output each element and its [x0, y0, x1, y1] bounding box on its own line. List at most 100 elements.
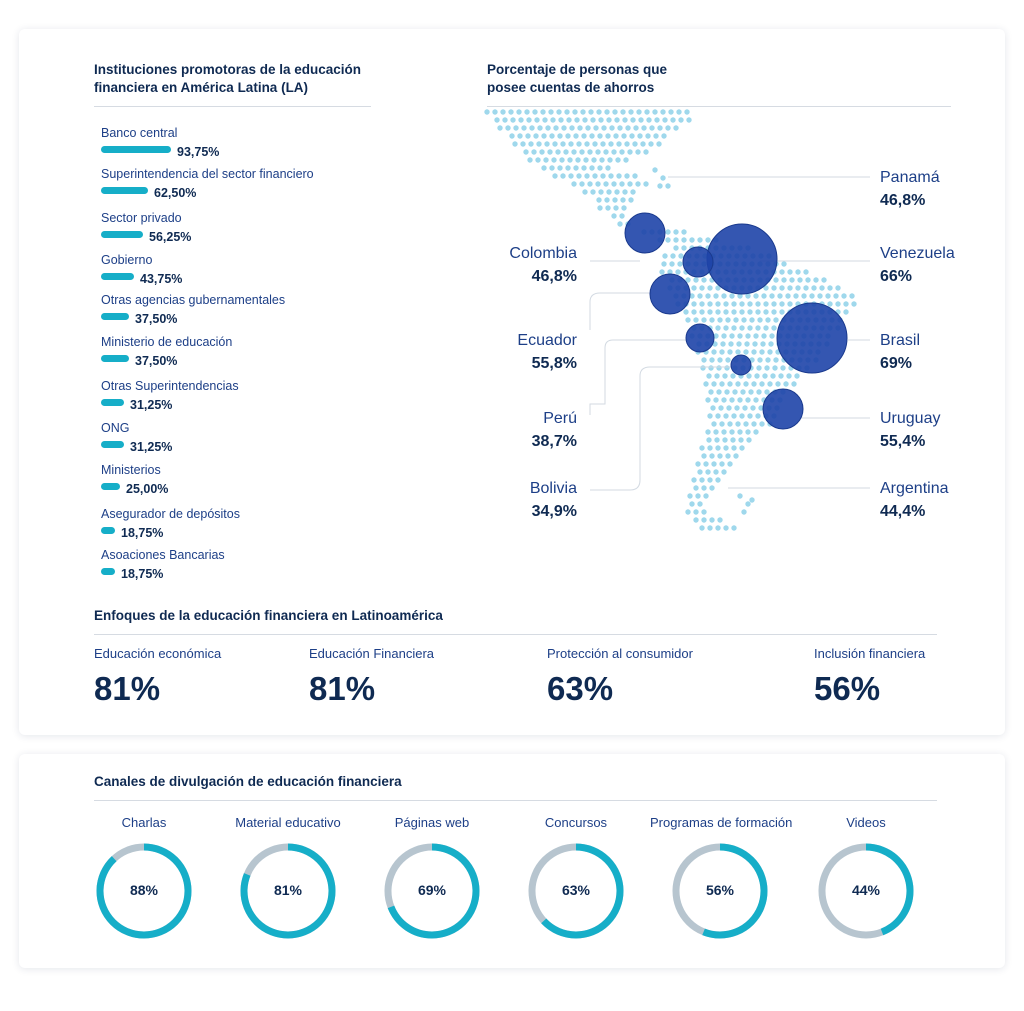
map-dot [701, 485, 707, 491]
map-dot [512, 141, 518, 147]
map-dot [821, 277, 827, 283]
map-dot [773, 357, 779, 363]
map-dot [657, 125, 663, 131]
channel-ring [528, 843, 624, 939]
map-dot [635, 181, 641, 187]
channels-divider [94, 800, 937, 801]
map-dot [734, 405, 740, 411]
map-dot [638, 117, 644, 123]
map-dot [549, 133, 555, 139]
approach-label: Educación Financiera [309, 646, 435, 661]
map-dot [742, 405, 748, 411]
map-dot [576, 173, 582, 179]
map-dot [780, 365, 786, 371]
map-dot [769, 293, 775, 299]
map-dot [632, 173, 638, 179]
map-dot [613, 133, 619, 139]
map-dot [768, 341, 774, 347]
map-dot [729, 293, 735, 299]
map-dot [582, 189, 588, 195]
map-dot [559, 157, 565, 163]
map-dot [819, 285, 825, 291]
map-dot [508, 109, 514, 115]
map-dot [715, 477, 721, 483]
map-dot [767, 349, 773, 355]
map-dot [545, 125, 551, 131]
map-dot [731, 525, 737, 531]
map-dot [735, 349, 741, 355]
map-dot [717, 453, 723, 459]
map-dot [711, 381, 717, 387]
map-dot [705, 293, 711, 299]
ring-progress [818, 843, 914, 939]
map-dot [543, 157, 549, 163]
map-dot [584, 173, 590, 179]
map-dot [598, 189, 604, 195]
map-dot [670, 117, 676, 123]
channel-ring [96, 843, 192, 939]
map-dot [741, 509, 747, 515]
map-dot [760, 341, 766, 347]
map-dot [665, 229, 671, 235]
institution-value: 31,25% [130, 440, 173, 454]
map-dot [835, 285, 841, 291]
map-dot [691, 301, 697, 307]
map-dot [781, 261, 787, 267]
map-dot [552, 173, 558, 179]
map-dot [574, 117, 580, 123]
map-dot [606, 117, 612, 123]
map-dot [587, 149, 593, 155]
map-dot [699, 285, 705, 291]
map-dot [687, 493, 693, 499]
map-dot [528, 141, 534, 147]
map-dot [699, 445, 705, 451]
map-dot [701, 453, 707, 459]
map-dot [757, 317, 763, 323]
map-dot [779, 301, 785, 307]
map-dot [691, 285, 697, 291]
map-dot [693, 317, 699, 323]
map-dot [797, 277, 803, 283]
map-dot [735, 381, 741, 387]
map-dot [523, 149, 529, 155]
map-dot [635, 149, 641, 155]
map-dot [707, 413, 713, 419]
map-dot [533, 133, 539, 139]
map-dot [565, 133, 571, 139]
institution-value: 93,75% [177, 145, 220, 159]
map-dot [851, 301, 857, 307]
map-dot [752, 341, 758, 347]
map-dot [775, 381, 781, 387]
map-dot [717, 517, 723, 523]
map-dot [561, 125, 567, 131]
map-dot [785, 293, 791, 299]
map-dot [689, 501, 695, 507]
map-dot [614, 189, 620, 195]
map-dot [673, 245, 679, 251]
map-dot [739, 301, 745, 307]
map-dot [569, 125, 575, 131]
map-dot [718, 405, 724, 411]
map-dot [592, 141, 598, 147]
institution-label: Banco central [101, 126, 178, 140]
map-dot [567, 157, 573, 163]
country-bubble [730, 354, 752, 376]
map-dot [534, 117, 540, 123]
map-dot [685, 509, 691, 515]
map-dot [675, 269, 681, 275]
institution-bar [101, 231, 143, 238]
channel-ring [384, 843, 480, 939]
map-dot [701, 357, 707, 363]
map-dot [789, 277, 795, 283]
map-dot [763, 325, 769, 331]
map-dot [751, 349, 757, 355]
map-dot [613, 205, 619, 211]
map-dot [689, 293, 695, 299]
ring-progress [528, 843, 624, 939]
map-dot [622, 117, 628, 123]
institution-bar [101, 441, 124, 448]
map-dot [509, 133, 515, 139]
map-dot [566, 117, 572, 123]
map-dot [843, 309, 849, 315]
